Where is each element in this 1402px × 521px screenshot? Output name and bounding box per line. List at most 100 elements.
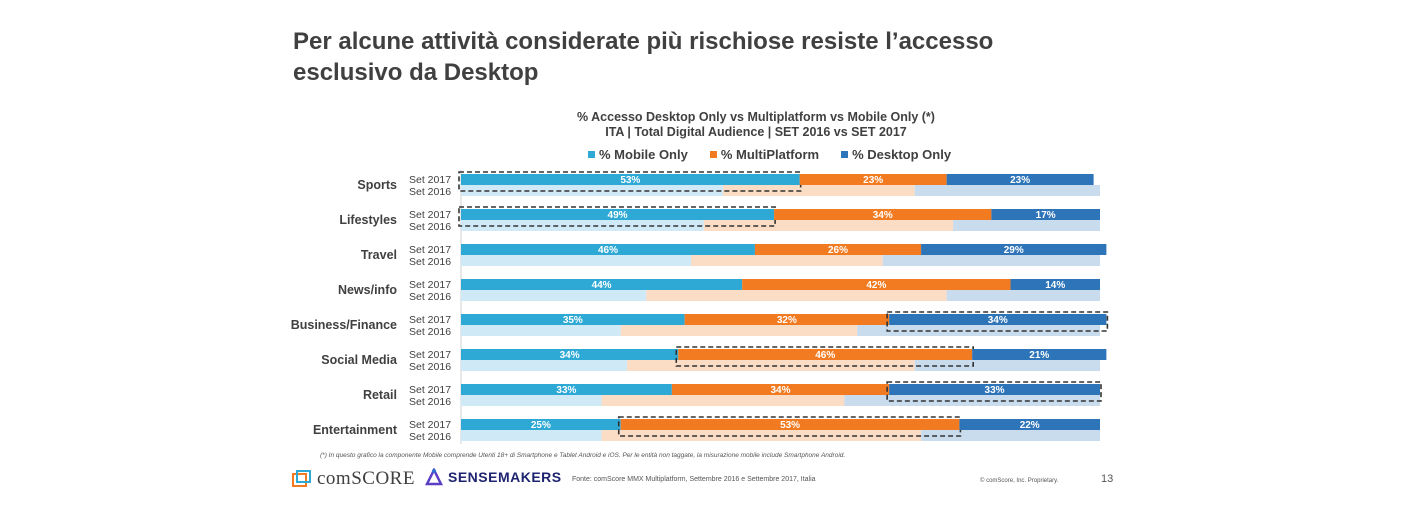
legend-label-desktop: % Desktop Only <box>852 147 952 162</box>
legend-swatch-multiplatform <box>709 151 717 158</box>
highlight-box-lifestyles <box>458 206 776 227</box>
slide-title-line1: Per alcune attività considerate più risc… <box>293 28 994 55</box>
data-label-2017-travel-multiplatform: 26% <box>828 245 848 256</box>
period-label-2016: Set 2016 <box>409 256 451 268</box>
data-label-2017-retail-desktop-only: 33% <box>985 385 1005 396</box>
bar-2017-retail-desktop-only <box>889 384 1100 395</box>
bar-2016-lifestyles-desktop-only <box>953 220 1100 231</box>
data-label-2017-news-info-multiplatform: 42% <box>866 280 886 291</box>
period-label-2016: Set 2016 <box>409 361 451 373</box>
legend-item-mobile: % Mobile Only <box>588 147 688 162</box>
bar-2016-travel-multiplatform <box>691 255 883 266</box>
highlight-box-retail <box>886 381 1102 402</box>
data-label-2017-travel-desktop-only: 29% <box>1004 245 1024 256</box>
bar-2017-entertainment-mobile-only <box>461 419 621 430</box>
category-label-entertainment: Entertainment <box>313 423 398 437</box>
bar-2016-news-info-desktop-only <box>946 290 1100 301</box>
bar-2017-social-media-multiplatform <box>678 349 973 360</box>
period-label-2016: Set 2016 <box>409 326 451 338</box>
bar-2017-sports-multiplatform <box>799 174 947 185</box>
bar-2017-entertainment-multiplatform <box>620 419 960 430</box>
footnote: (*) In questo grafico la componente Mobi… <box>320 452 846 459</box>
data-label-2017-business-finance-mobile-only: 35% <box>563 315 583 326</box>
bar-2017-social-media-desktop-only <box>972 349 1107 360</box>
sensemakers-logo-icon <box>425 468 443 486</box>
highlight-box-entertainment <box>617 416 962 437</box>
bar-2016-news-info-multiplatform <box>646 290 947 301</box>
data-label-2017-business-finance-desktop-only: 34% <box>988 315 1008 326</box>
slide-title: Per alcune attività considerate più risc… <box>293 26 1053 88</box>
data-label-2017-sports-multiplatform: 23% <box>863 175 883 186</box>
bar-2017-retail-multiplatform <box>671 384 890 395</box>
bar-2016-sports-multiplatform <box>722 185 915 196</box>
data-label-2017-lifestyles-multiplatform: 34% <box>873 210 893 221</box>
bar-2017-travel-desktop-only <box>921 244 1107 255</box>
bar-2017-social-media-mobile-only <box>461 349 679 360</box>
bar-2017-lifestyles-mobile-only <box>461 209 775 220</box>
bar-2017-retail-mobile-only <box>461 384 672 395</box>
comscore-logo: comSCORE <box>292 468 415 490</box>
period-label-2016: Set 2016 <box>409 431 451 443</box>
bar-2016-news-info-mobile-only <box>461 290 647 301</box>
data-label-2017-entertainment-mobile-only: 25% <box>531 420 551 431</box>
data-label-2017-social-media-multiplatform: 46% <box>815 350 835 361</box>
category-label-travel: Travel <box>361 248 397 262</box>
comscore-logo-icon <box>292 470 311 487</box>
period-label-2017: Set 2017 <box>409 279 451 291</box>
bar-2016-lifestyles-multiplatform <box>703 220 954 231</box>
period-label-2017: Set 2017 <box>409 384 451 396</box>
bar-2017-news-info-multiplatform <box>742 279 1011 290</box>
chart-subtitle: ITA | Total Digital Audience | SET 2016 … <box>605 125 907 139</box>
slide-title-line2: esclusivo da Desktop <box>293 59 539 86</box>
bar-2016-retail-multiplatform <box>601 395 845 406</box>
data-label-2017-lifestyles-desktop-only: 17% <box>1036 210 1056 221</box>
period-label-2017: Set 2017 <box>409 244 451 256</box>
data-label-2017-lifestyles-mobile-only: 49% <box>608 210 628 221</box>
period-label-2017: Set 2017 <box>409 314 451 326</box>
sensemakers-logo-text: SENSEMAKERS <box>448 469 562 485</box>
data-label-2017-news-info-desktop-only: 14% <box>1045 280 1065 291</box>
bar-2016-entertainment-desktop-only <box>921 430 1100 441</box>
bar-2017-sports-desktop-only <box>946 174 1094 185</box>
bar-2017-news-info-mobile-only <box>461 279 743 290</box>
chart-title: % Accesso Desktop Only vs Multiplatform … <box>577 110 935 124</box>
chart-legend: % Mobile Only % MultiPlatform % Desktop … <box>588 147 951 162</box>
data-label-2017-sports-desktop-only: 23% <box>1010 175 1030 186</box>
bar-2016-social-media-desktop-only <box>914 360 1100 371</box>
period-label-2016: Set 2016 <box>409 291 451 303</box>
bar-2016-entertainment-multiplatform <box>601 430 922 441</box>
legend-label-mobile: % Mobile Only <box>599 147 688 162</box>
legend-swatch-mobile <box>588 151 595 158</box>
legend-label-multiplatform: % MultiPlatform <box>720 147 820 162</box>
source-note: Fonte: comScore MMX Multiplatform, Sette… <box>572 476 816 483</box>
bar-2016-entertainment-mobile-only <box>461 430 602 441</box>
bar-2016-business-finance-multiplatform <box>620 325 858 336</box>
data-label-2017-travel-mobile-only: 46% <box>598 245 618 256</box>
data-label-2017-social-media-mobile-only: 34% <box>560 350 580 361</box>
bar-2017-travel-mobile-only <box>461 244 755 255</box>
bar-2016-social-media-multiplatform <box>627 360 915 371</box>
bar-2017-news-info-desktop-only <box>1010 279 1100 290</box>
bar-2017-business-finance-desktop-only <box>889 314 1107 325</box>
bar-2016-sports-desktop-only <box>914 185 1100 196</box>
data-label-2017-retail-mobile-only: 33% <box>556 385 576 396</box>
period-label-2016: Set 2016 <box>409 186 451 198</box>
bar-2017-lifestyles-multiplatform <box>774 209 992 220</box>
bar-2017-sports-mobile-only <box>461 174 800 185</box>
sensemakers-logo: SENSEMAKERS <box>425 468 562 486</box>
bar-2017-lifestyles-desktop-only <box>991 209 1100 220</box>
legend-swatch-desktop <box>841 151 849 158</box>
bar-2017-business-finance-mobile-only <box>461 314 685 325</box>
bar-2016-retail-mobile-only <box>461 395 602 406</box>
bar-2016-travel-desktop-only <box>882 255 1100 266</box>
category-label-news-info: News/info <box>338 283 397 297</box>
period-label-2017: Set 2017 <box>409 349 451 361</box>
bar-2017-travel-multiplatform <box>754 244 922 255</box>
bar-2017-business-finance-multiplatform <box>684 314 890 325</box>
bar-2016-business-finance-mobile-only <box>461 325 621 336</box>
category-label-business-finance: Business/Finance <box>291 318 397 332</box>
period-label-2016: Set 2016 <box>409 221 451 233</box>
data-label-2017-news-info-mobile-only: 44% <box>592 280 612 291</box>
data-label-2017-social-media-desktop-only: 21% <box>1029 350 1049 361</box>
